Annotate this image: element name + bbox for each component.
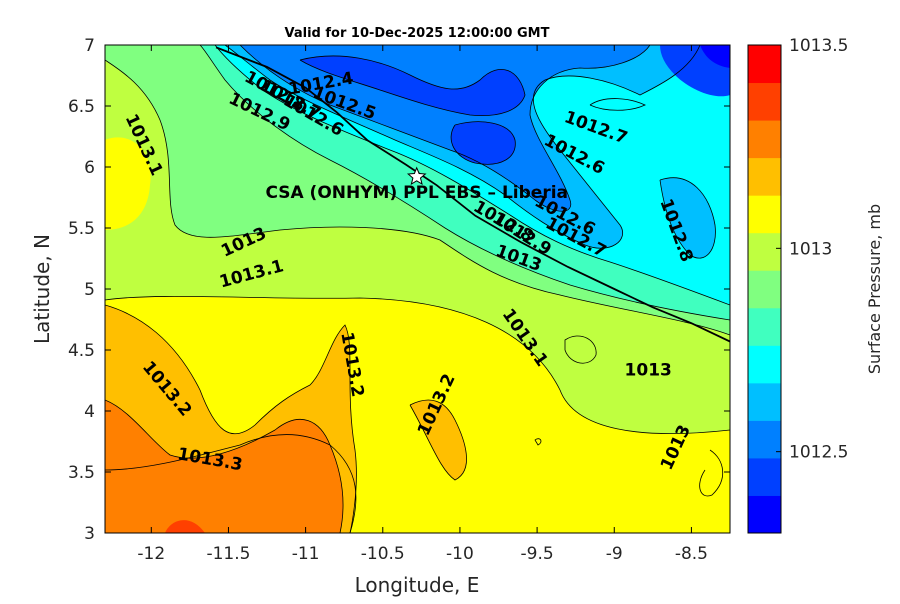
x-tick-label: -12 [137, 544, 165, 564]
star-icon [406, 166, 427, 186]
y-tick-label: 5 [84, 280, 95, 300]
field-level-1013-4 [165, 520, 205, 533]
x-tick-label: -10 [446, 544, 474, 564]
colorbar-segment [748, 195, 781, 234]
field-level-1013-2-center [410, 400, 467, 480]
colorbar-segment [748, 307, 781, 346]
x-tick-label: -10.5 [361, 544, 405, 564]
field-level-1012-3 [700, 45, 730, 68]
y-tick-label: 5.5 [68, 219, 95, 239]
contour-line [699, 449, 724, 497]
colorbar-segment [748, 45, 781, 84]
y-tick-label: 6 [84, 158, 95, 178]
contour-line [534, 438, 542, 446]
field-level-1012-4-south [451, 121, 516, 165]
x-tick-label: -9 [606, 544, 623, 564]
colorbar-frame [747, 44, 782, 534]
y-tick-label: 4 [84, 402, 95, 422]
colorbar-segment [748, 232, 781, 271]
contour-line [299, 55, 526, 116]
colorbar-segment [748, 82, 781, 121]
colorbar-segment [748, 157, 781, 196]
contour-line [105, 59, 730, 336]
colorbar-segment [748, 270, 781, 309]
colorbar: 1012.5 1013 1013.5 [747, 36, 848, 534]
field-level-1013-3 [105, 400, 343, 533]
colorbar-tick-label: 1012.5 [789, 443, 848, 463]
contour-line [105, 434, 357, 533]
x-tick-label: -8.5 [675, 544, 708, 564]
contour-line [564, 335, 597, 364]
colorbar-segment [748, 120, 781, 159]
coastline [215, 46, 730, 343]
contour-line [659, 177, 716, 259]
y-tick-label: 7 [84, 36, 95, 56]
contour-line [589, 98, 646, 111]
field-level-1012-4 [300, 55, 525, 116]
y-tick-label: 6.5 [68, 97, 95, 117]
x-axis: -12 -11.5 -11 -10.5 -10 -9.5 -9 -8.5 [137, 45, 708, 564]
colorbar-segment [748, 420, 781, 459]
colorbar-tick-label: 1013 [789, 239, 832, 259]
y-tick-label: 4.5 [68, 341, 95, 361]
y-tick-label: 3 [84, 524, 95, 544]
x-axis-label: Longitude, E [355, 573, 480, 597]
colorbar-tick-label: 1013.5 [789, 36, 848, 56]
contour-line [105, 399, 344, 533]
chart-title: Valid for 10-Dec-2025 12:00:00 GMT [285, 26, 550, 41]
contour-label: 1013 [625, 361, 672, 381]
contour-line [239, 45, 651, 212]
x-tick-label: -11.5 [206, 544, 250, 564]
contour-line [105, 295, 730, 434]
x-tick-label: -9.5 [521, 544, 554, 564]
x-tick-label: -11 [292, 544, 320, 564]
plot-area: 1012.41012.51012.61012.71012.81012.91013… [105, 45, 730, 533]
contour-line [105, 304, 357, 533]
colorbar-label: Surface Pressure, mb [865, 204, 884, 374]
station-marker [406, 166, 427, 186]
field-level-1013-1-west [105, 137, 151, 230]
colorbar-segment [748, 382, 781, 421]
y-axis-label: Latitude, N [30, 234, 54, 344]
field-level-1012-6-east [660, 177, 716, 259]
y-axis: 3 3.5 4 4.5 5 5.5 6 6.5 7 [68, 36, 730, 544]
colorbar-segment [748, 457, 781, 496]
colorbar-segment [748, 495, 781, 534]
contour-line [199, 45, 730, 321]
contour-line [450, 121, 516, 165]
contour-lines [105, 45, 730, 533]
field-level-1012-5 [240, 45, 650, 212]
contour-line [409, 399, 467, 481]
station-label: CSA (ONHYM) PPL EBS – Liberia [265, 183, 568, 203]
colorbar-segment [748, 345, 781, 384]
y-tick-label: 3.5 [68, 463, 95, 483]
contour-line [214, 45, 730, 306]
